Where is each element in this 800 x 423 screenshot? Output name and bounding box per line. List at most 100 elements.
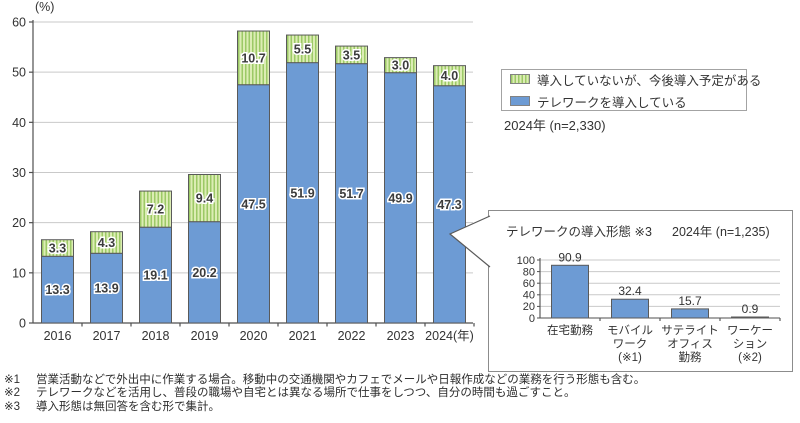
bar-segment-adopted [335, 63, 368, 324]
bar-value-label: 0.9 [742, 302, 759, 316]
y-tick-label: 40 [12, 116, 26, 130]
bar-value-label: 49.9 [388, 191, 412, 205]
bar-segment-planned [90, 231, 123, 254]
bar-value-label: 13.9 [94, 282, 118, 296]
legend-label: 導入していないが、今後導入予定がある [537, 73, 762, 88]
legend-item-planned: 導入していないが、今後導入予定がある [510, 70, 761, 89]
bar-value-label: 51.9 [290, 186, 314, 200]
bar-segment-planned [188, 174, 221, 223]
inset-sample-size-label: 2024年 (n=1,235) [672, 225, 770, 239]
x-category-label: 2023 [387, 329, 415, 343]
bar-value-label: 90.9 [558, 250, 582, 264]
x-category-label: 2017 [93, 329, 121, 343]
bar [731, 316, 769, 319]
footnote-3: ※3 導入形態は無回答を含む形で集計。 [4, 401, 645, 414]
legend: 導入していないが、今後導入予定がある テレワークを導入している [501, 69, 761, 111]
x-category-label: ワーケー [727, 324, 773, 337]
y-tick-label: 20 [523, 301, 535, 313]
inset-title: テレワークの導入形態 ※3 [506, 225, 652, 239]
footnote-text: 営業活動などで外出中に作業する場合。移動中の交通機関やカフェでメールや日報作成な… [36, 374, 646, 386]
x-category-label: ワーク [613, 338, 648, 351]
y-tick-label: 0 [19, 317, 26, 331]
footnotes: ※1 営業活動などで外出中に作業する場合。移動中の交通機関やカフェでメールや日報… [4, 374, 645, 414]
bar-value-label: 47.5 [241, 197, 265, 211]
y-tick-label: 60 [12, 16, 26, 30]
footnote-text: テレワークなどを活用し、普段の職場や自宅とは異なる場所で仕事をしつつ、自分の時間… [36, 387, 576, 400]
x-category-label: 2022 [338, 329, 366, 343]
bar-value-label: 3.0 [392, 59, 409, 73]
bar-segment-planned [139, 190, 172, 228]
bar [551, 264, 589, 319]
bar-segment-adopted [41, 255, 74, 324]
bar-value-label: 32.4 [618, 284, 642, 298]
x-category-label: 2019 [191, 329, 219, 343]
bar-segment-adopted [286, 62, 319, 324]
footnote-marker: ※1 [4, 374, 21, 386]
y-tick-label: 50 [12, 66, 26, 80]
bar-value-label: 19.1 [143, 269, 167, 283]
x-category-label: 2021 [289, 329, 317, 343]
bar-value-label: 13.3 [45, 283, 69, 297]
bar-value-label: 7.2 [147, 203, 164, 217]
main-sample-size-label: 2024年 (n=2,330) [504, 118, 606, 133]
bar-value-label: 9.4 [196, 192, 213, 206]
bar-value-label: 47.3 [437, 198, 461, 212]
y-tick-label: 80 [523, 266, 535, 278]
footnote-marker: ※3 [4, 400, 21, 413]
y-tick-label: 60 [523, 278, 535, 290]
footnote-1: ※1 営業活動などで外出中に作業する場合。移動中の交通機関やカフェでメールや日報… [4, 374, 645, 387]
y-tick-label: 20 [12, 216, 26, 230]
footnote-marker: ※2 [4, 387, 21, 400]
x-category-label: 2016 [44, 329, 72, 343]
legend-item-adopted: テレワークを導入している [510, 92, 738, 111]
y-axis-unit-label: (%) [35, 0, 54, 14]
blue-swatch-icon [510, 96, 530, 106]
bar-value-label: 3.3 [49, 242, 66, 256]
bar-value-label: 5.5 [294, 42, 311, 56]
y-tick-label: 30 [12, 166, 26, 180]
x-category-label: ション [733, 339, 768, 351]
bar [671, 308, 709, 319]
main-stacked-bar-chart: 0 10 20 30 40 50 60 (%) 13.3 3.3 2016 13.9 4.3 2017 19… [12, 0, 475, 343]
x-category-label: 2024(年) [425, 329, 474, 343]
bar-segment-planned [335, 45, 368, 65]
footnote-text: 導入形態は無回答を含む形で集計。 [36, 400, 220, 413]
bar [611, 298, 649, 319]
bar-value-label: 20.2 [192, 266, 216, 280]
y-tick-label: 10 [12, 266, 26, 280]
bar-segment-planned [286, 34, 319, 64]
bar-value-label: 4.3 [98, 236, 115, 250]
bar-segment-adopted [237, 84, 270, 324]
y-tick-label: 100 [517, 255, 535, 267]
bar-segment-planned [41, 239, 74, 257]
bar-value-label: 3.5 [343, 48, 360, 62]
x-category-label: 2020 [240, 329, 268, 343]
bar-value-label: 51.7 [339, 187, 363, 201]
x-category-label: (※2) [738, 352, 762, 364]
y-tick-label: 40 [523, 290, 535, 302]
x-category-label: (※1) [618, 352, 642, 364]
x-category-label: モバイル [607, 324, 653, 337]
bar-segment-planned [237, 30, 270, 86]
y-tick-label: 0 [529, 313, 535, 325]
bar-segment-adopted [139, 226, 172, 324]
x-category-label: 勤務 [679, 350, 702, 364]
bar-value-label: 15.7 [678, 294, 702, 308]
bar-segment-adopted [384, 72, 417, 324]
legend-label: テレワークを導入している [537, 95, 687, 110]
footnote-2: ※2 テレワークなどを活用し、普段の職場や自宅とは異なる場所で仕事をしつつ、自分… [4, 387, 645, 400]
bar-segment-adopted [90, 252, 123, 324]
green-hatch-swatch-icon [510, 74, 530, 84]
bar-segment-planned [433, 65, 466, 87]
x-category-label: 2018 [142, 329, 170, 343]
bar-segment-adopted [188, 221, 221, 324]
x-category-label: 在宅勤務 [547, 323, 593, 337]
inset-panel: テレワークの導入形態 ※3 2024年 (n=1,235) 0 20 40 60 80 1… [488, 210, 793, 372]
x-category-label: オフィス [667, 338, 713, 351]
bar-value-label: 4.0 [441, 69, 458, 83]
bar-segment-planned [384, 57, 417, 74]
bar-value-label: 10.7 [241, 51, 265, 65]
x-category-label: サテライト [661, 324, 719, 337]
